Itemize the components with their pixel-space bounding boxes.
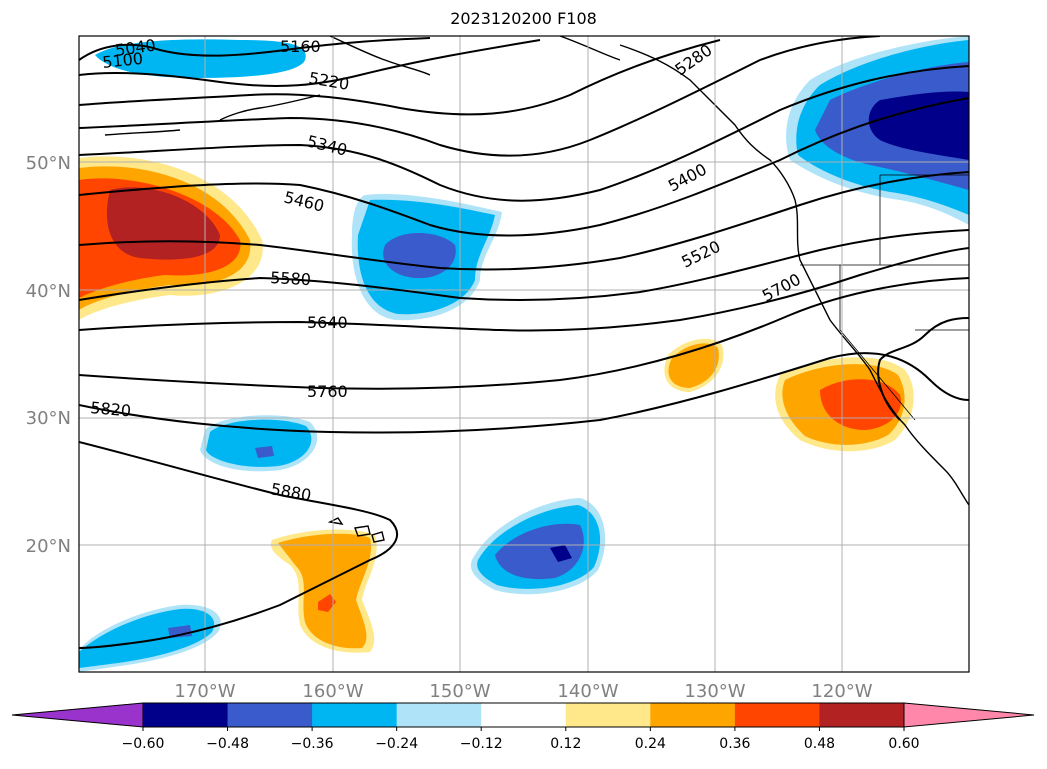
colorbar-segment [143, 703, 229, 727]
colorbar-tick-label: −0.24 [375, 736, 418, 752]
colorbar-tick-label: 0.12 [550, 736, 581, 752]
colorbar-tick-label: 0.36 [719, 736, 750, 752]
colorbar-tick-label: 0.48 [804, 736, 835, 752]
colorbar-segment [396, 703, 482, 727]
negative-anomaly-aleutian [95, 39, 306, 78]
lon-label: 160°W [302, 681, 363, 702]
colorbar-tick-label: −0.60 [122, 736, 165, 752]
negative-anomaly-southwest [79, 604, 221, 672]
height-contours [79, 36, 969, 649]
colorbar-tick-label: 0.24 [635, 736, 666, 752]
colorbar-segment [734, 703, 820, 727]
lon-label: 140°W [557, 681, 618, 702]
colorbar-segment [227, 703, 313, 727]
negative-anomaly-subtropical [470, 498, 606, 595]
contour-label: 5820 [90, 398, 132, 420]
negative-anomaly-central [200, 415, 318, 472]
colorbar-frame [142, 702, 905, 728]
colorbar-tick-label: 0.60 [888, 736, 919, 752]
graticule [79, 36, 969, 672]
positive-anomaly-hawaii [270, 529, 377, 653]
colorbar-segment [312, 703, 398, 727]
coastlines [104, 36, 969, 543]
lon-label: 150°W [429, 681, 490, 702]
contour-label: 5160 [280, 37, 321, 56]
lat-label: 30°N [26, 408, 71, 429]
colorbar-tick-label: −0.12 [460, 736, 503, 752]
lat-label: 20°N [26, 536, 71, 557]
contour-label: 5100 [101, 49, 143, 72]
positive-anomaly-small [664, 338, 724, 392]
colorbar-segment [650, 703, 736, 727]
map-title: 2023120200 F108 [450, 9, 597, 28]
colorbar-segment [481, 703, 567, 727]
lon-label: 130°W [684, 681, 745, 702]
lon-label: 120°W [811, 681, 872, 702]
colorbar-segment [819, 703, 905, 727]
colorbar-tick-label: −0.48 [206, 736, 249, 752]
negative-anomaly-northwest [786, 36, 969, 225]
colorbar-tick-label: −0.36 [291, 736, 334, 752]
contour-label: 5580 [270, 268, 312, 289]
colorbar: −0.60 −0.48 −0.36 −0.24 −0.12 0.12 0.24 0.36 0.4… [11, 702, 1035, 752]
colorbar-extend-low [11, 702, 144, 728]
lat-label: 50°N [26, 153, 71, 174]
lon-label: 170°W [174, 681, 235, 702]
colorbar-segment [565, 703, 651, 727]
map-frame [78, 35, 970, 673]
contour-label: 5640 [307, 313, 348, 332]
lat-label: 40°N [26, 281, 71, 302]
colorbar-extend-high [903, 702, 1035, 728]
contour-label: 5040 [114, 35, 157, 59]
contour-label: 5760 [307, 382, 348, 401]
